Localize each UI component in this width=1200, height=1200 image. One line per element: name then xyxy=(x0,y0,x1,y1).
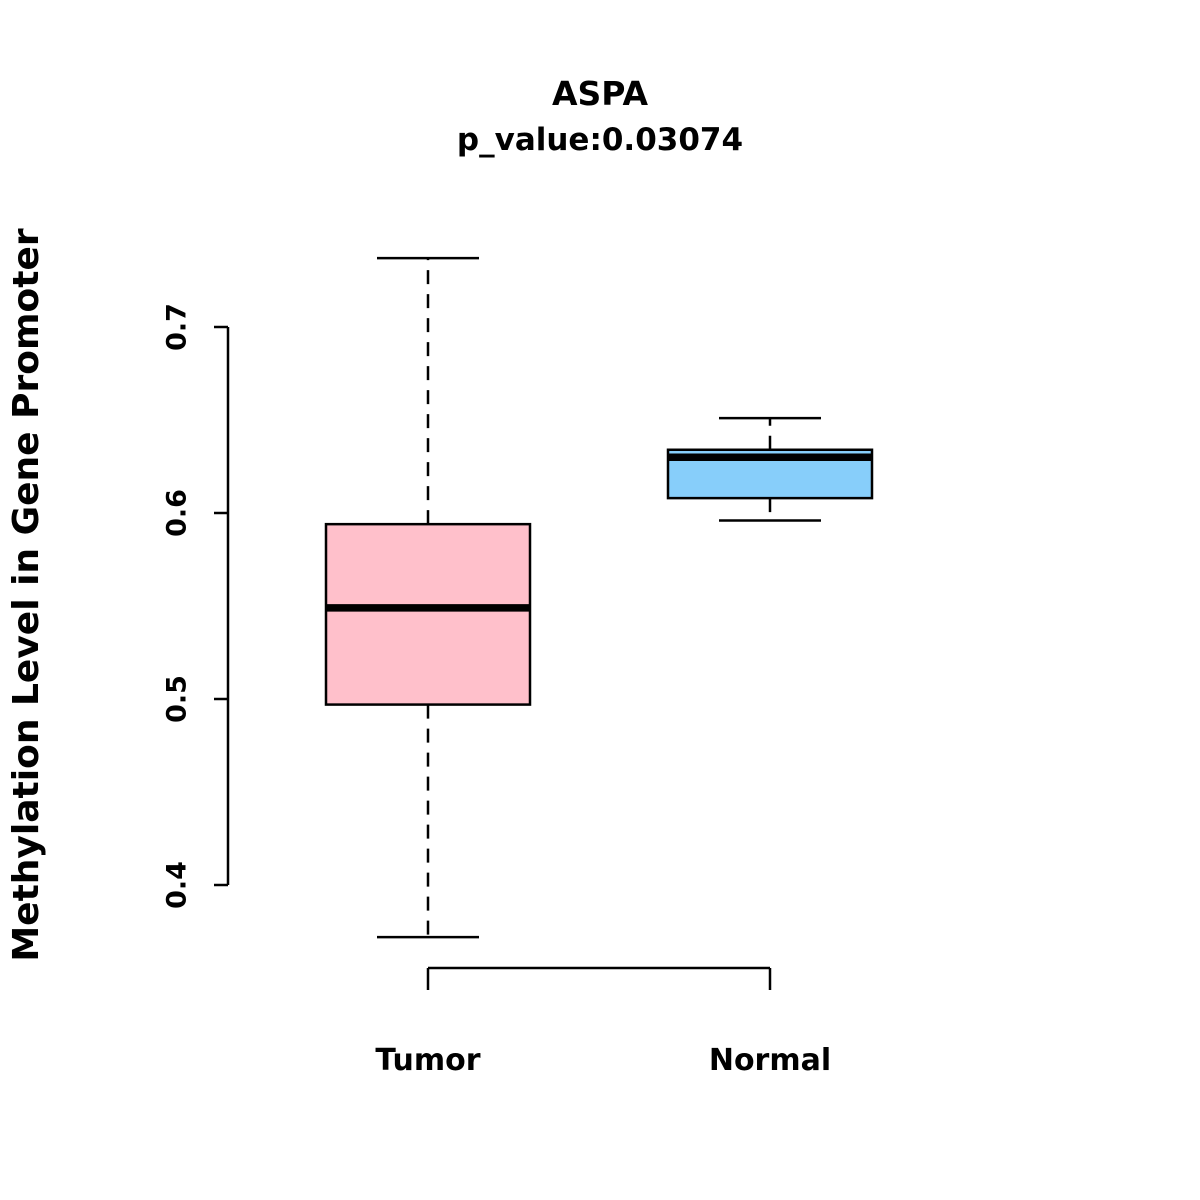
category-label-normal: Normal xyxy=(709,1043,831,1078)
plot-layer: 0.4 0.5 0.6 0.7 Tumor Normal xyxy=(162,256,874,1078)
box-tumor xyxy=(324,522,532,706)
chart-title: ASPA xyxy=(552,74,648,113)
chart-subtitle: p_value:0.03074 xyxy=(457,122,743,158)
y-axis-label: Methylation Level in Gene Promoter xyxy=(6,228,47,962)
y-tick-label: 0.5 xyxy=(162,675,193,723)
y-tick-label: 0.7 xyxy=(162,303,193,351)
y-tick-label: 0.6 xyxy=(162,489,193,537)
y-tick-label: 0.4 xyxy=(162,861,193,909)
category-label-tumor: Tumor xyxy=(375,1043,480,1078)
